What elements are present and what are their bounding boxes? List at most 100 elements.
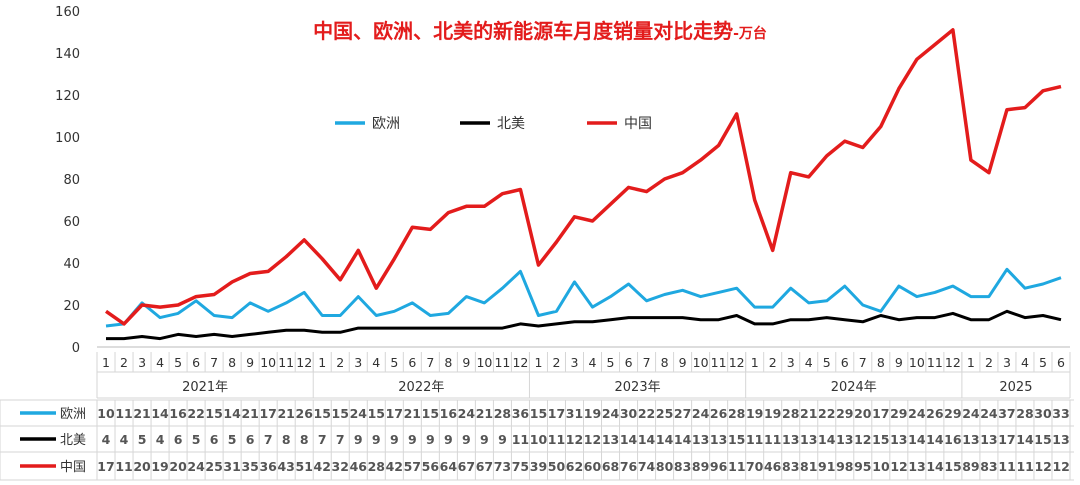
month-label: 8 <box>228 355 236 370</box>
table-cell: 13 <box>908 459 925 474</box>
table-cell: 13 <box>782 432 799 447</box>
table-cell: 14 <box>818 432 836 447</box>
month-label: 4 <box>1021 355 1029 370</box>
table-cell: 6 <box>210 432 219 447</box>
month-label: 2 <box>336 355 344 370</box>
table-cell: 67 <box>476 459 493 474</box>
table-cell: 12 <box>584 432 601 447</box>
table-cell: 19 <box>584 406 601 421</box>
table-cell: 70 <box>746 459 764 474</box>
table-cell: 13 <box>1052 432 1069 447</box>
table-cell: 9 <box>372 432 381 447</box>
table-cell: 89 <box>962 459 979 474</box>
table-cell: 11 <box>548 432 565 447</box>
table-cell: 5 <box>138 432 147 447</box>
year-label: 2024年 <box>831 380 877 395</box>
table-cell: 15 <box>728 432 745 447</box>
table-cell: 15 <box>530 406 547 421</box>
table-cell: 10 <box>530 432 548 447</box>
table-cell: 24 <box>962 406 980 421</box>
table-cell: 10 <box>97 406 115 421</box>
table-cell: 11 <box>512 432 529 447</box>
month-label: 4 <box>589 355 597 370</box>
table-cell: 26 <box>926 406 944 421</box>
table-cell: 15 <box>422 406 439 421</box>
month-label: 12 <box>945 355 961 370</box>
table-cell: 9 <box>498 432 507 447</box>
month-label: 7 <box>859 355 867 370</box>
table-cell: 13 <box>692 432 709 447</box>
table-cell: 9 <box>462 432 471 447</box>
table-cell: 15 <box>1034 432 1051 447</box>
table-cell: 13 <box>836 432 853 447</box>
table-cell: 31 <box>566 406 583 421</box>
table-cell: 15 <box>944 459 961 474</box>
table-cell: 20 <box>169 459 187 474</box>
month-label: 7 <box>210 355 218 370</box>
table-cell: 80 <box>656 459 674 474</box>
table-cell: 96 <box>710 459 728 474</box>
table-cell: 9 <box>408 432 417 447</box>
y-tick-label: 40 <box>63 257 80 272</box>
table-cell: 4 <box>120 432 129 447</box>
legend-label: 中国 <box>624 116 652 132</box>
month-label: 2 <box>120 355 128 370</box>
table-cell: 29 <box>836 406 853 421</box>
month-label: 4 <box>805 355 813 370</box>
table-cell: 20 <box>133 459 151 474</box>
month-label: 9 <box>462 355 470 370</box>
table-cell: 12 <box>854 432 871 447</box>
month-label: 8 <box>444 355 452 370</box>
table-cell: 28 <box>728 406 745 421</box>
table-cell: 9 <box>426 432 435 447</box>
month-label: 1 <box>102 355 110 370</box>
month-label: 3 <box>1003 355 1011 370</box>
table-cell: 43 <box>277 459 294 474</box>
table-cell: 57 <box>404 459 421 474</box>
table-cell: 15 <box>205 406 222 421</box>
y-tick-label: 20 <box>63 299 80 314</box>
month-label: 11 <box>927 355 943 370</box>
table-cell: 24 <box>908 406 926 421</box>
table-cell: 14 <box>223 406 241 421</box>
table-cell: 11 <box>1016 459 1033 474</box>
y-tick-label: 80 <box>63 173 80 188</box>
table-cell: 25 <box>205 459 222 474</box>
table-cell: 14 <box>1016 432 1034 447</box>
table-cell: 28 <box>494 406 511 421</box>
table-cell: 5 <box>192 432 201 447</box>
table-cell: 81 <box>800 459 817 474</box>
table-cell: 36 <box>512 406 530 421</box>
table-cell: 9 <box>390 432 399 447</box>
month-label: 11 <box>494 355 510 370</box>
table-cell: 29 <box>890 406 907 421</box>
table-series-label: 欧洲 <box>60 407 86 422</box>
table-cell: 33 <box>1052 406 1069 421</box>
month-label: 5 <box>607 355 615 370</box>
table-cell: 28 <box>782 406 799 421</box>
table-cell: 7 <box>264 432 273 447</box>
month-label: 10 <box>260 355 276 370</box>
table-cell: 89 <box>692 459 709 474</box>
table-cell: 13 <box>890 432 907 447</box>
table-cell: 21 <box>241 406 258 421</box>
month-label: 8 <box>877 355 885 370</box>
table-cell: 76 <box>620 459 638 474</box>
table-cell: 7 <box>318 432 327 447</box>
month-label: 3 <box>787 355 795 370</box>
table-cell: 73 <box>494 459 511 474</box>
table-cell: 19 <box>764 406 781 421</box>
table-cell: 20 <box>854 406 872 421</box>
table-cell: 11 <box>764 432 781 447</box>
table-cell: 56 <box>422 459 440 474</box>
month-label: 3 <box>354 355 362 370</box>
table-cell: 22 <box>187 406 204 421</box>
month-label: 10 <box>909 355 925 370</box>
table-cell: 37 <box>998 406 1015 421</box>
month-label: 10 <box>476 355 492 370</box>
table-cell: 15 <box>332 406 349 421</box>
table-cell: 29 <box>944 406 961 421</box>
month-label: 5 <box>390 355 398 370</box>
chart-title: 中国、欧洲、北美的新能源车月度销量对比走势-万台 <box>313 19 767 43</box>
